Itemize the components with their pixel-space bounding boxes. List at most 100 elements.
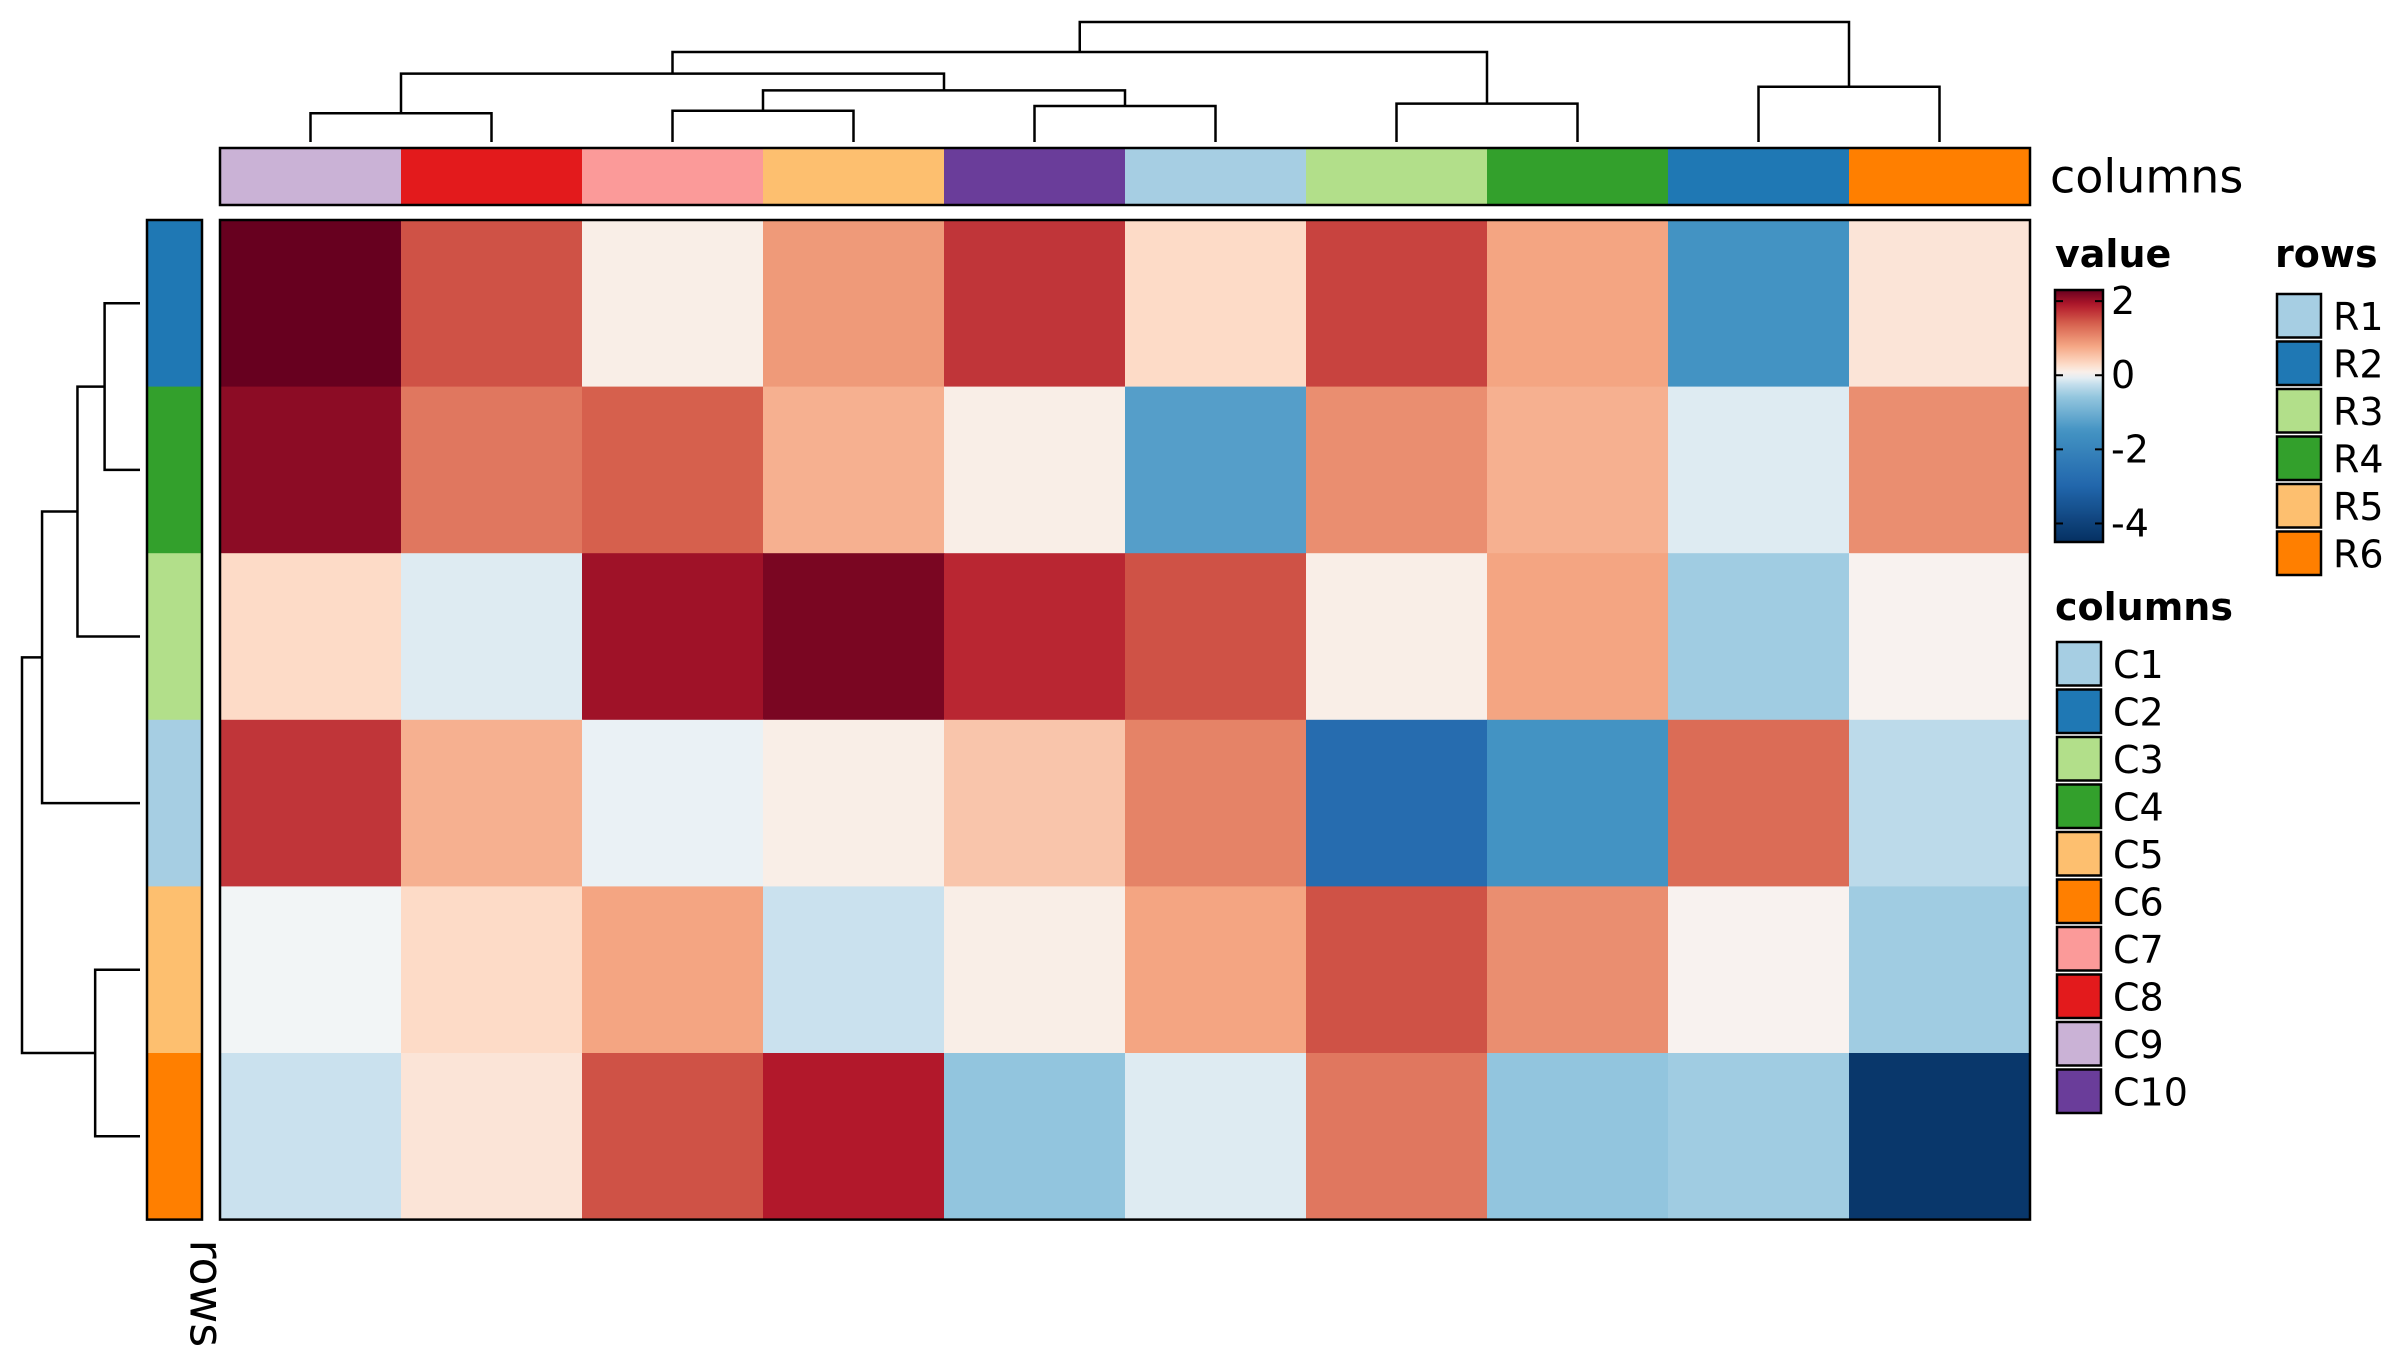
heatmap-cell [1487,553,1669,721]
heatmap-cell [1668,1053,1850,1221]
heatmap-cell [1849,1053,2031,1221]
legend-swatch [2275,387,2323,434]
dendrogram-branch [20,656,96,1055]
heatmap-cell [944,1053,1126,1221]
dendrogram-branch [671,109,855,142]
heatmap-cell [1306,886,1488,1054]
dendrogram-branch [103,302,140,472]
column-annotation-cell [1849,148,2031,205]
heatmap-cell [1306,220,1488,388]
column-annotation-cell [1487,148,1669,205]
legend-swatch [2055,735,2103,782]
row-annotation-bar [145,218,204,1221]
dendrogram-branch [1078,20,1851,87]
heatmap-cell [1487,386,1669,554]
heatmap-cell [220,719,402,887]
legend-item-label: C7 [2113,928,2164,972]
legend-swatch [2055,640,2103,687]
value-tick-label: 2 [2111,279,2135,323]
value-tick-label: 0 [2111,353,2135,397]
row-annotation-cell [147,1053,202,1221]
heatmap-cell [401,220,583,388]
heatmap-cell [763,386,945,554]
heatmap-cell [1125,886,1307,1054]
heatmap-cell [1125,553,1307,721]
heatmap-cell [1487,220,1669,388]
heatmap-cell [401,1053,583,1221]
dendrogram-branch [1033,104,1217,142]
legend-item-label: C4 [2113,785,2164,829]
legend-item-label: R6 [2333,532,2384,576]
heatmap-cell [1125,719,1307,887]
legend-item-label: R2 [2333,342,2384,386]
heatmap-cell [763,220,945,388]
legend-swatch [2275,292,2323,339]
heatmap-cell [1487,719,1669,887]
row-annotation-name: rows [180,1240,234,1348]
heatmap-cell [220,886,402,1054]
heatmap-body [218,218,2032,1221]
dendrogram-branch [40,510,140,805]
value-legend: value 2 0 -2 -4 [2053,232,2171,545]
legend-swatch [2055,878,2103,925]
legend-item-label: C8 [2113,975,2164,1019]
heatmap-border [218,218,2032,1221]
heatmap-cell [763,886,945,1054]
legend-swatch [2055,688,2103,735]
heatmap-cell [1668,386,1850,554]
heatmap-cell [220,386,402,554]
column-dendrogram [309,20,1941,142]
legend-swatch [2055,783,2103,830]
legend-item-label: C9 [2113,1023,2164,1067]
legend-swatch [2275,435,2323,482]
columns-legend-title: columns [2055,585,2233,629]
legend-item-label: C6 [2113,880,2164,924]
heatmap-cell [1849,886,2031,1054]
legend-item-label: C1 [2113,643,2164,687]
heatmap-cell [1306,719,1488,887]
legend-item-label: R1 [2333,295,2384,339]
value-tick-label: -4 [2111,501,2149,545]
dendrogram-branch [1395,102,1579,142]
heatmap-cell [1125,220,1307,388]
value-color-bar: 2 0 -2 -4 [2053,279,2149,545]
heatmap-cell [763,553,945,721]
heatmap-cell [1849,719,2031,887]
heatmap-cell [582,386,764,554]
legend-item-label: R4 [2333,437,2384,481]
heatmap-cell [1668,886,1850,1054]
heatmap-cell [1668,719,1850,887]
heatmap-cell [1849,553,2031,721]
column-annotation-cell [582,148,764,205]
column-annotation-cell [220,148,402,205]
column-annotation-name: columns [2050,150,2243,204]
heatmap-cell [401,553,583,721]
legend-swatch [2275,482,2323,529]
dendrogram-branch [1757,85,1941,142]
row-dendrogram [20,302,140,1138]
heatmap-cell [220,553,402,721]
value-tick-label: -2 [2111,427,2149,471]
heatmap-cell [401,886,583,1054]
column-annotation-cell [1306,148,1488,205]
heatmap-cell [220,1053,402,1221]
heatmap-cell [1668,220,1850,388]
legend-item-label: R5 [2333,485,2384,529]
heatmap-cell [1849,386,2031,554]
heatmap-cell [582,719,764,887]
legend-swatch [2275,340,2323,387]
legend-item-label: R3 [2333,390,2384,434]
legend-item-label: C3 [2113,738,2164,782]
heatmap-cell [1849,220,2031,388]
heatmap-cell [401,386,583,554]
heatmap-cell [582,1053,764,1221]
legend-swatch [2055,830,2103,877]
dendrogram-branch [93,968,140,1138]
column-annotation-bar [218,146,2032,207]
heatmap-cell [582,886,764,1054]
dendrogram-branch [399,72,946,114]
legend-swatch [2055,973,2103,1020]
